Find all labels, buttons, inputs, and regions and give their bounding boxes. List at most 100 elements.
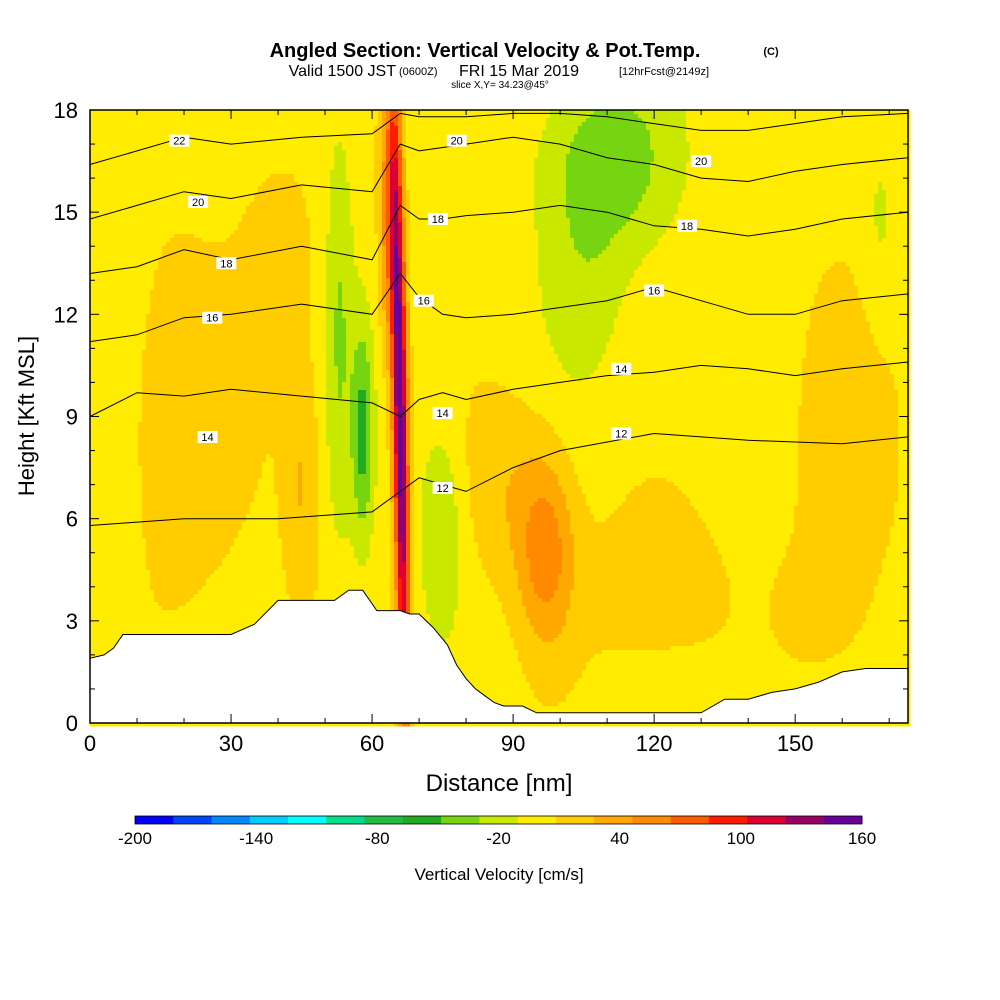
velocity-cell xyxy=(138,582,143,587)
velocity-cell xyxy=(162,478,167,483)
velocity-cell xyxy=(126,190,131,195)
velocity-cell xyxy=(106,410,111,415)
velocity-cell xyxy=(190,582,195,587)
velocity-cell xyxy=(158,582,163,587)
velocity-cell xyxy=(122,194,127,199)
velocity-cell xyxy=(126,134,131,139)
velocity-cell xyxy=(106,266,111,271)
velocity-cell xyxy=(102,354,107,359)
velocity-cell xyxy=(190,342,195,347)
velocity-cell xyxy=(114,446,119,451)
velocity-cell xyxy=(134,366,139,371)
velocity-cell xyxy=(182,426,187,431)
velocity-cell xyxy=(114,518,119,523)
velocity-cell xyxy=(170,454,175,459)
velocity-cell xyxy=(202,362,207,367)
velocity-cell xyxy=(122,410,127,415)
velocity-cell xyxy=(138,434,143,439)
velocity-cell xyxy=(130,514,135,519)
velocity-cell xyxy=(162,606,167,611)
velocity-cell xyxy=(158,554,163,559)
velocity-cell xyxy=(178,578,183,583)
velocity-cell xyxy=(186,166,191,171)
velocity-cell xyxy=(118,302,123,307)
velocity-cell xyxy=(182,242,187,247)
velocity-cell xyxy=(166,542,171,547)
velocity-cell xyxy=(142,626,147,631)
velocity-cell xyxy=(150,506,155,511)
velocity-cell xyxy=(106,450,111,455)
velocity-cell xyxy=(126,554,131,559)
velocity-cell xyxy=(110,434,115,439)
velocity-cell xyxy=(178,510,183,515)
velocity-cell xyxy=(186,630,191,635)
velocity-cell xyxy=(130,406,135,411)
velocity-cell xyxy=(146,230,151,235)
velocity-cell xyxy=(166,410,171,415)
velocity-cell xyxy=(118,482,123,487)
velocity-cell xyxy=(154,270,159,275)
velocity-cell xyxy=(118,486,123,491)
velocity-cell xyxy=(130,462,135,467)
velocity-cell xyxy=(194,594,199,599)
velocity-cell xyxy=(154,222,159,227)
velocity-cell xyxy=(114,322,119,327)
velocity-cell xyxy=(118,502,123,507)
velocity-cell xyxy=(186,174,191,179)
velocity-cell xyxy=(158,230,163,235)
velocity-cell xyxy=(146,406,151,411)
velocity-cell xyxy=(170,374,175,379)
velocity-cell xyxy=(202,266,207,271)
velocity-cell xyxy=(166,550,171,555)
velocity-cell xyxy=(202,526,207,531)
velocity-cell xyxy=(186,286,191,291)
velocity-cell xyxy=(174,306,179,311)
velocity-cell xyxy=(190,614,195,619)
velocity-cell xyxy=(126,254,131,259)
velocity-cell xyxy=(190,258,195,263)
velocity-cell xyxy=(178,450,183,455)
velocity-cell xyxy=(198,262,203,267)
velocity-cell xyxy=(150,374,155,379)
velocity-cell xyxy=(98,330,103,335)
velocity-cell xyxy=(134,298,139,303)
velocity-cell xyxy=(182,282,187,287)
velocity-cell xyxy=(126,466,131,471)
velocity-cell xyxy=(110,566,115,571)
velocity-cell xyxy=(202,242,207,247)
velocity-cell xyxy=(150,398,155,403)
velocity-cell xyxy=(102,218,107,223)
velocity-cell xyxy=(102,346,107,351)
velocity-cell xyxy=(154,206,159,211)
velocity-cell xyxy=(110,446,115,451)
velocity-cell xyxy=(134,618,139,623)
velocity-cell xyxy=(122,230,127,235)
velocity-cell xyxy=(166,446,171,451)
velocity-cell xyxy=(198,514,203,519)
velocity-cell xyxy=(174,266,179,271)
velocity-cell xyxy=(146,350,151,355)
velocity-cell xyxy=(142,242,147,247)
velocity-cell xyxy=(138,298,143,303)
velocity-cell xyxy=(142,350,147,355)
velocity-cell xyxy=(198,146,203,151)
velocity-cell xyxy=(158,290,163,295)
velocity-cell xyxy=(150,178,155,183)
velocity-cell xyxy=(198,538,203,543)
velocity-cell xyxy=(182,250,187,255)
velocity-cell xyxy=(170,378,175,383)
velocity-cell xyxy=(126,322,131,327)
velocity-cell xyxy=(110,538,115,543)
velocity-cell xyxy=(94,478,99,483)
velocity-cell xyxy=(202,142,207,147)
velocity-cell xyxy=(198,162,203,167)
velocity-cell xyxy=(170,158,175,163)
velocity-cell xyxy=(202,366,207,371)
velocity-cell xyxy=(166,342,171,347)
velocity-cell xyxy=(202,574,207,579)
velocity-cell xyxy=(114,530,119,535)
velocity-cell xyxy=(186,434,191,439)
velocity-cell xyxy=(198,594,203,599)
velocity-cell xyxy=(146,558,151,563)
velocity-cell xyxy=(190,182,195,187)
